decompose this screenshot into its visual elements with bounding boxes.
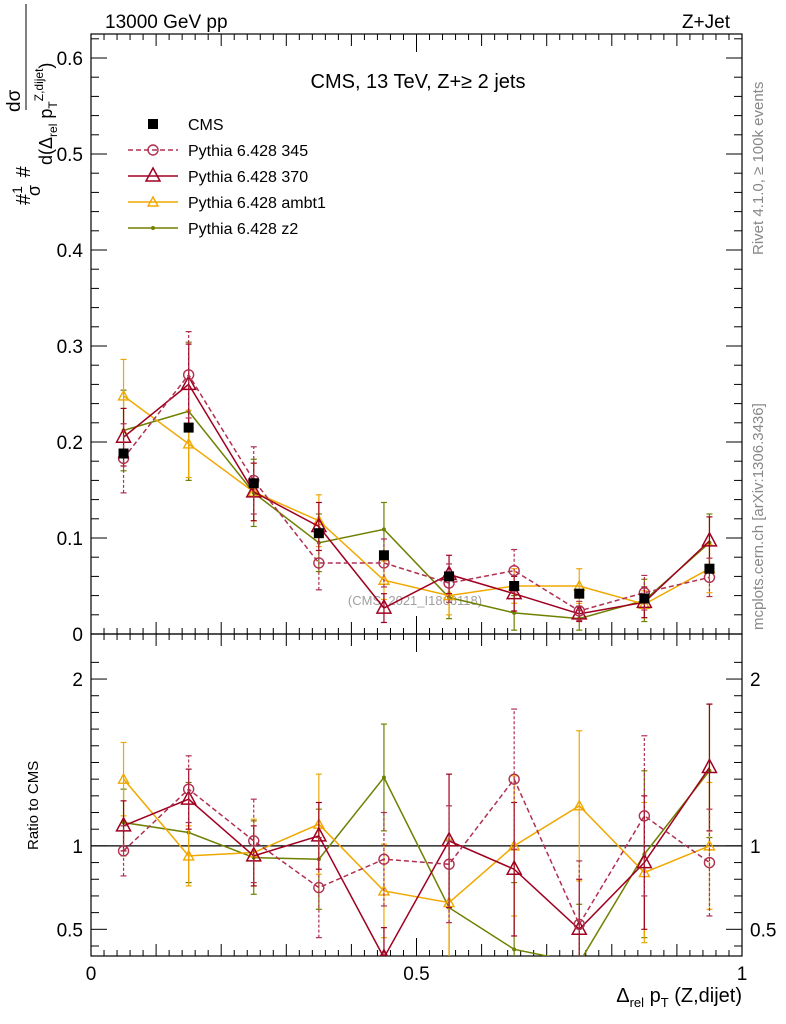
ratio-point-z2 [512, 947, 517, 952]
ratio-y-tick-label: 0.5 [57, 920, 83, 941]
main-point-cms [118, 448, 129, 459]
main-point-p345 [182, 369, 195, 381]
ratio-point-z2 [381, 775, 386, 780]
ratio-point-p345 [573, 918, 585, 931]
legend-item-cms: CMS [148, 117, 224, 134]
main-point-ambt1 [117, 389, 130, 401]
ratio-y-tick-label: 2 [72, 670, 83, 691]
main-point-z2 [381, 527, 386, 532]
ratio-point-p370 [701, 757, 718, 774]
ratio-line-p345 [123, 777, 710, 926]
legend-label-p345: Pythia 6.428 345 [188, 143, 308, 160]
main-y-tick-label: 0.6 [57, 49, 83, 70]
main-y-tick-label: 0.1 [57, 529, 83, 550]
legend-marker-z2 [151, 226, 155, 230]
svg-text:dσ: dσ [4, 89, 25, 112]
mcplots-label: mcplots.cern.ch [arXiv:1306.3436] [750, 403, 767, 630]
main-point-cms [509, 581, 520, 591]
x-axis-label: Δrel pT (Z,dijet) [616, 985, 742, 1010]
ratio-y-tick-label-right: 1 [750, 837, 761, 858]
ratio-point-z2 [577, 961, 581, 965]
main-y-tick-label: 0.3 [57, 337, 83, 358]
main-title: CMS, 13 TeV, Z+≥ 2 jets [311, 71, 526, 93]
main-point-p345 [508, 564, 520, 577]
main-line-p345 [122, 373, 710, 612]
legend-marker-p345 [147, 144, 159, 156]
main-point-p345 [573, 605, 585, 617]
legend-item-z2: Pythia 6.428 z2 [128, 221, 298, 238]
main-y-tick-label: 0 [72, 625, 83, 646]
ratio-line-z2 [123, 770, 711, 956]
ratio-point-p370 [505, 859, 523, 875]
main-y-axis-label: #1σ # dσ d(Δrel pTZ,dijet) [4, 4, 60, 205]
legend-item-p345: Pythia 6.428 345 [128, 143, 308, 160]
x-tick-label: 0 [86, 964, 97, 985]
legend-label-p370: Pythia 6.428 370 [188, 169, 308, 186]
x-tick-label: 1 [737, 964, 748, 985]
main-point-cms [574, 588, 585, 599]
ratio-point-p345 [313, 881, 325, 894]
ratio-point-p345 [182, 783, 195, 795]
rivet-label: Rivet 4.1.0, ≥ 100k events [750, 82, 767, 255]
ratio-point-p345 [508, 773, 520, 785]
main-line-ambt1 [123, 395, 710, 606]
ratio-y-axis-label: Ratio to CMS [25, 761, 42, 850]
legend-label-cms: CMS [188, 117, 224, 134]
ratio-line-p370 [123, 767, 711, 956]
ratio-point-ambt1 [117, 772, 130, 784]
main-point-p370 [701, 531, 718, 547]
svg-text:Δrel pT (Z,dijet): Δrel pT (Z,dijet) [616, 985, 742, 1010]
legend-marker-ambt1 [146, 195, 160, 207]
main-y-tick-label: 0.4 [57, 241, 84, 262]
main-point-cms [183, 422, 194, 433]
legend-item-ambt1: Pythia 6.428 ambt1 [128, 195, 326, 212]
legend-marker-p370 [144, 166, 162, 182]
ratio-point-p345 [443, 858, 455, 870]
main-point-cms [313, 528, 324, 539]
ratio-point-p345 [117, 845, 130, 857]
ratio-point-ambt1 [573, 799, 586, 811]
main-line-p370 [123, 383, 710, 615]
main-point-p345 [313, 557, 325, 569]
svg-text:#1σ #: #1σ # [9, 165, 44, 205]
main-point-cms [444, 571, 455, 582]
header-left: 13000 GeV pp [105, 12, 228, 33]
ratio-y-tick-label-right: 0.5 [750, 920, 776, 941]
ratio-point-p370 [636, 852, 653, 869]
main-point-cms [378, 550, 389, 561]
ratio-y-tick-label-right: 2 [750, 670, 761, 691]
ratio-point-p345 [248, 835, 260, 847]
main-line-z2 [123, 410, 710, 620]
main-point-ambt1 [182, 437, 195, 449]
main-point-cms [704, 563, 715, 574]
header-right: Z+Jet [682, 12, 731, 33]
legend-label-ambt1: Pythia 6.428 ambt1 [188, 195, 326, 212]
x-tick-label: 0.5 [403, 964, 429, 985]
legend-item-p370: Pythia 6.428 370 [128, 166, 308, 186]
legend-marker-cms [148, 119, 158, 129]
ratio-point-p345 [638, 810, 651, 822]
ratio-point-p345 [703, 856, 716, 869]
legend-label-z2: Pythia 6.428 z2 [188, 221, 298, 238]
ratio-point-ambt1 [182, 849, 195, 861]
main-y-tick-label: 0.5 [57, 145, 83, 166]
ratio-line-ambt1 [122, 778, 710, 904]
svg-text:d(Δrel pTZ,dijet): d(Δrel pTZ,dijet) [32, 63, 60, 165]
main-point-p370 [505, 584, 523, 600]
main-point-cms [639, 593, 650, 604]
main-point-p370 [180, 374, 197, 391]
ratio-point-p370 [180, 789, 197, 805]
main-point-z2 [512, 610, 517, 615]
main-point-cms [248, 478, 259, 489]
main-point-p370 [375, 598, 393, 614]
ratio-y-tick-label: 1 [72, 837, 83, 858]
ratio-point-p345 [378, 853, 390, 865]
main-y-tick-label: 0.2 [57, 433, 83, 454]
